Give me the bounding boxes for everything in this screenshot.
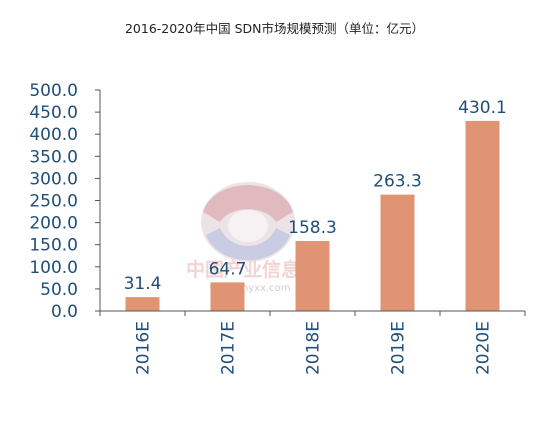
y-tick-label: 0.0 bbox=[51, 302, 78, 322]
y-tick-label: 150.0 bbox=[29, 236, 78, 256]
x-tick-label: 2020E bbox=[474, 321, 494, 375]
watermark-logo-red-arc bbox=[203, 185, 293, 222]
y-tick-label: 200.0 bbox=[29, 214, 78, 234]
y-tick-label: 350.0 bbox=[29, 147, 78, 167]
data-label: 31.4 bbox=[124, 274, 162, 294]
y-tick-label: 500.0 bbox=[29, 81, 78, 101]
y-tick-label: 450.0 bbox=[29, 103, 78, 123]
bar-2019E bbox=[380, 194, 415, 311]
watermark-chinese-text: 中国产业信息 bbox=[186, 258, 300, 281]
bar-2018E bbox=[295, 241, 330, 311]
data-label: 430.1 bbox=[458, 98, 507, 118]
bar-2017E bbox=[210, 282, 245, 311]
watermark: 中国产业信息 www.chyxx.com bbox=[186, 182, 300, 294]
x-tick-label: 2018E bbox=[304, 321, 324, 375]
chart-title: 2016-2020年中国 SDN市场规模预测（单位：亿元） bbox=[124, 21, 425, 36]
data-label: 158.3 bbox=[288, 218, 337, 238]
y-tick-label: 100.0 bbox=[29, 258, 78, 278]
bar-2016E bbox=[125, 297, 160, 311]
y-tick-label: 50.0 bbox=[40, 280, 78, 300]
y-tick-label: 400.0 bbox=[29, 125, 78, 145]
y-tick-label: 300.0 bbox=[29, 169, 78, 189]
bar-2020E bbox=[465, 120, 500, 311]
data-label: 263.3 bbox=[373, 172, 422, 192]
watermark-url-text: www.chyxx.com bbox=[210, 283, 291, 294]
watermark-logo-blue-arc bbox=[206, 228, 290, 261]
data-label: 64.7 bbox=[209, 259, 247, 279]
x-tick-label: 2017E bbox=[219, 321, 239, 375]
watermark-logo-center bbox=[228, 210, 268, 242]
y-tick-label: 250.0 bbox=[29, 192, 78, 212]
x-tick-label: 2019E bbox=[389, 321, 409, 375]
x-tick-label: 2016E bbox=[134, 321, 154, 375]
